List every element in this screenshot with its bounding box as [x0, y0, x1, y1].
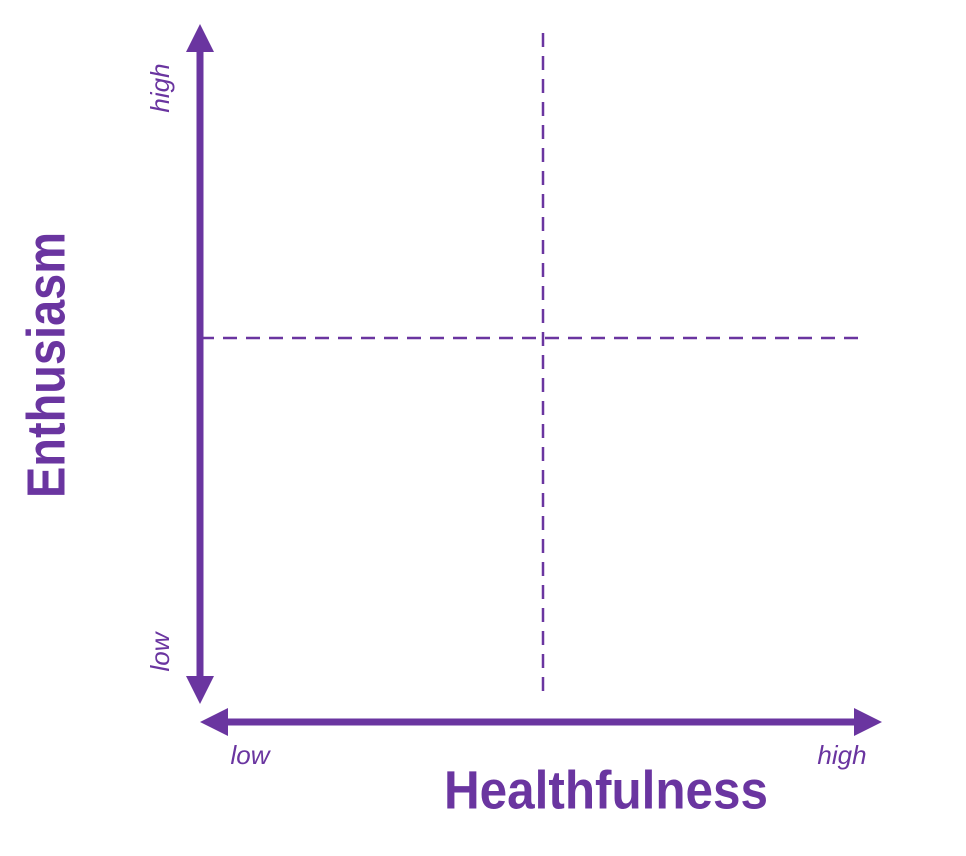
- y-axis-title: Enthusiasm: [16, 232, 76, 498]
- x-high-label: high: [817, 740, 866, 770]
- x-axis-title: Healthfulness: [444, 760, 768, 820]
- x-low-label: low: [230, 740, 271, 770]
- y-high-label: high: [145, 63, 175, 112]
- y-low-label: low: [145, 630, 175, 671]
